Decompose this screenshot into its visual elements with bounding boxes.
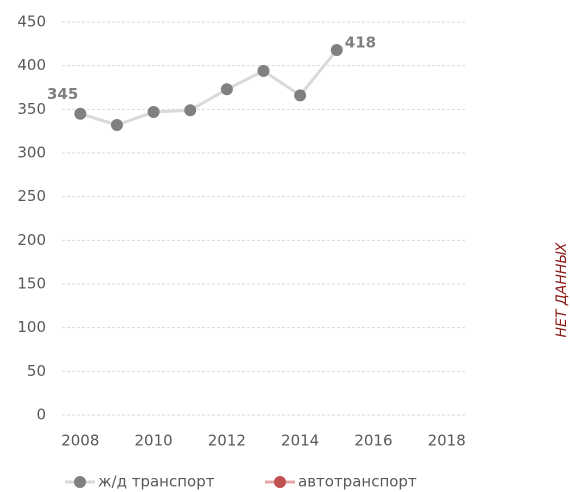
no-data-note: НЕТ ДАННЫХ (554, 242, 570, 337)
legend-label: ж/д транспорт (98, 473, 215, 491)
x-tick-label: 2016 (354, 432, 392, 450)
y-tick-label: 350 (17, 100, 46, 118)
y-tick-label: 400 (17, 56, 46, 74)
y-tick-label: 450 (17, 13, 46, 31)
data-label: 418 (345, 33, 376, 51)
point (220, 83, 233, 96)
legend-marker (74, 476, 86, 488)
y-tick-label: 100 (17, 318, 46, 336)
point (74, 107, 87, 120)
point (184, 104, 197, 117)
point (294, 89, 307, 102)
legend-label: автотранспорт (298, 473, 417, 491)
y-tick-label: 300 (17, 144, 46, 162)
y-tick-label: 50 (27, 362, 46, 380)
y-tick-label: 150 (17, 275, 46, 293)
y-tick-label: 250 (17, 187, 46, 205)
series-line (79, 49, 338, 127)
data-label: 345 (47, 85, 78, 103)
x-tick-label: 2012 (208, 432, 246, 450)
point (330, 43, 343, 56)
y-tick-label: 0 (36, 406, 46, 424)
x-tick-label: 2008 (61, 432, 99, 450)
x-tick-label: 2010 (134, 432, 172, 450)
x-tick-label: 2018 (428, 432, 466, 450)
point (110, 119, 123, 132)
legend-marker (274, 476, 286, 488)
y-tick-label: 200 (17, 231, 46, 249)
point (257, 64, 270, 77)
point (147, 105, 160, 118)
x-tick-label: 2014 (281, 432, 319, 450)
